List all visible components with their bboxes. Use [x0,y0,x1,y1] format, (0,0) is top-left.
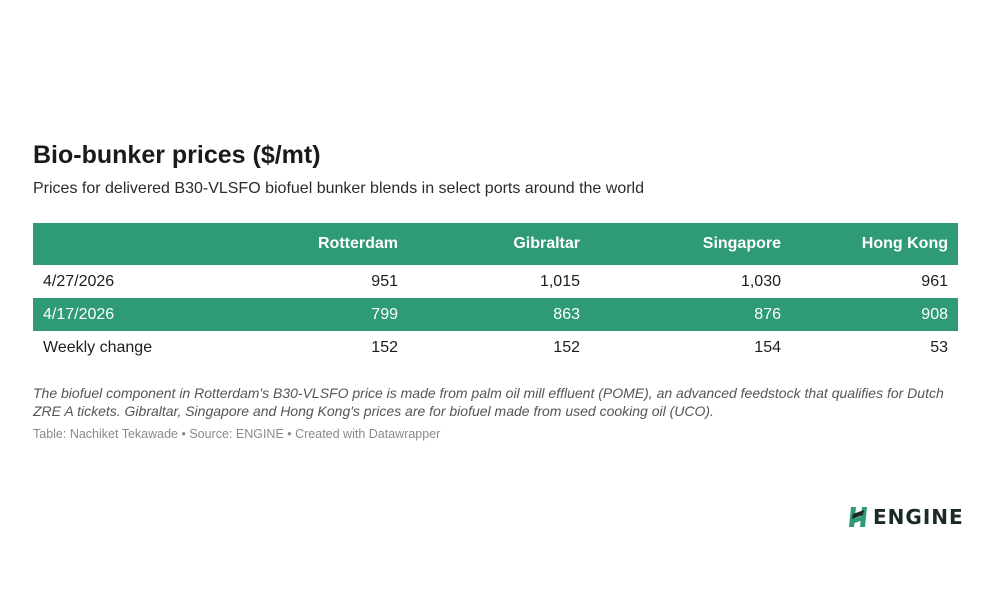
table-cell: 1,030 [740,272,781,290]
price-table: Rotterdam Gibraltar Singapore Hong Kong 4/2… [33,223,958,364]
table-header-row: Rotterdam Gibraltar Singapore Hong Kong [33,223,958,265]
table-cell: 961 [921,272,948,290]
table-cell: 863 [553,305,580,323]
table-cell: 799 [371,305,398,323]
table-cell: 1,015 [539,272,580,290]
source-line: Table: Nachiket Tekawade • Source: ENGIN… [33,427,441,441]
table-body: 4/27/2026 951 1,015 1,030 961 4/17/2026 799 863… [33,265,958,364]
row-label: 4/27/2026 [43,272,115,290]
footnote: The biofuel component in Rotterdam's B30… [33,385,944,419]
column-header: Singapore [702,235,781,252]
column-header: Rotterdam [317,235,398,252]
row-label: Weekly change [43,338,153,356]
table-cell: 908 [921,305,948,323]
table-cell: 152 [371,338,398,356]
chart-subtitle: Prices for delivered B30-VLSFO biofuel b… [33,180,644,197]
table-row: Weekly change 152 152 154 53 [33,331,958,364]
column-header: Hong Kong [861,235,948,252]
chart-title: Bio-bunker prices ($/mt) [33,141,321,169]
chart-container: Bio-bunker prices ($/mt) Prices for deli… [33,138,958,442]
table-cell: 53 [930,338,948,356]
table-row: 4/27/2026 951 1,015 1,030 961 [33,265,958,298]
engine-logo-text: ENGINE [873,505,964,529]
row-label: 4/17/2026 [43,305,115,323]
table-cell: 876 [754,305,781,323]
column-header-label [33,223,178,265]
table-cell: 154 [754,338,781,356]
table-cell: 951 [371,272,398,290]
engine-logo-icon [849,507,867,527]
table-cell: 152 [553,338,580,356]
table-row: 4/17/2026 799 863 876 908 [33,298,958,331]
column-header: Gibraltar [513,235,580,252]
engine-logo: ENGINE [848,505,964,529]
